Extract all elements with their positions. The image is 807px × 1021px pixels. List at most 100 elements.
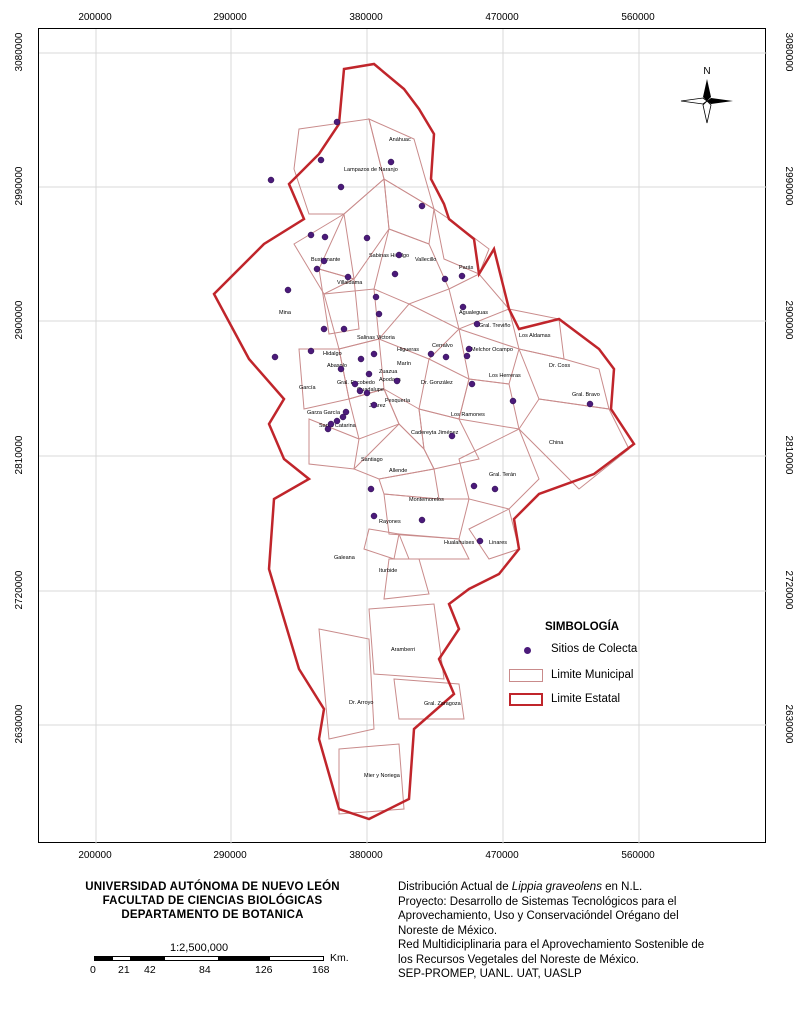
x-tick-label: 380000	[349, 12, 383, 23]
municipality-label: China	[549, 440, 564, 446]
municipality-label: Salinas Victoria	[357, 335, 396, 341]
faculty-name: FACULTAD DE CIENCIAS BIOLÓGICAS	[102, 895, 323, 907]
y-tick-label: 2900000	[14, 300, 25, 339]
collection-site-point	[313, 265, 321, 273]
collection-site-point	[387, 158, 395, 166]
collection-site-point	[370, 350, 378, 358]
collection-site-point	[509, 397, 517, 405]
municipality-label: Sabinas Hidalgo	[369, 253, 409, 259]
info-line-2: Proyecto: Desarrollo de Sistemas Tecnoló…	[398, 895, 677, 908]
state-outline-icon	[509, 693, 543, 706]
collection-site-point	[393, 377, 401, 385]
collection-site-point	[320, 325, 328, 333]
municipality-label: Villaldama	[337, 280, 363, 286]
municipality-label: Pesquería	[385, 398, 411, 404]
municipality-label: Iturbide	[379, 568, 397, 574]
x-tick-label: 470000	[485, 850, 519, 861]
municipality-label: Dr. Arroyo	[349, 700, 373, 706]
municipality-label: Agualeguas	[459, 310, 488, 316]
university-name: UNIVERSIDAD AUTÓNOMA DE NUEVO LEÓN	[85, 881, 340, 893]
scale-tick-label: 126	[255, 964, 273, 976]
x-tick-label: 470000	[485, 12, 519, 23]
collection-sites	[267, 118, 594, 545]
municipality-label: Melchor Ocampo	[471, 347, 513, 353]
municipality-label: Aramberri	[391, 647, 415, 653]
collection-site-point	[470, 482, 478, 490]
municipality-label: Marín	[397, 361, 411, 367]
legend-item-state: Limite Estatal	[505, 693, 665, 709]
legend-label-state: Limite Estatal	[551, 693, 621, 705]
scale-tick-label: 0	[90, 964, 96, 976]
municipality-label: Dr. González	[421, 380, 453, 386]
info-line-4: Noreste de México.	[398, 924, 498, 937]
info-line-6: los Recursos Vegetales del Noreste de Mé…	[398, 953, 639, 966]
y-tick-label: 3080000	[14, 32, 25, 71]
scale-tick-label: 84	[199, 964, 211, 976]
y-tick-label: 2810000	[783, 436, 794, 475]
collection-site-point	[317, 156, 325, 164]
collection-site-point	[320, 257, 328, 265]
municipality-label: Zuazua	[379, 369, 398, 375]
scale-tick-label: 42	[144, 964, 156, 976]
map-frame: Anáhuac Lampazos de Naranjo Sabinas Hidalg…	[38, 28, 767, 844]
collection-site-point	[586, 400, 594, 408]
municipality-label: Hualahuises	[444, 540, 475, 546]
x-tick-label: 290000	[213, 850, 247, 861]
municipality-label: Guadalupe	[357, 387, 384, 393]
info-line-5: Red Multidiciplinaria para el Aprovecham…	[398, 939, 705, 951]
collection-site-point	[340, 325, 348, 333]
collection-site-point	[351, 380, 359, 388]
y-tick-label: 2720000	[14, 570, 25, 609]
collection-site-point	[370, 401, 378, 409]
collection-site-point	[473, 320, 481, 328]
collection-site-point	[344, 273, 352, 281]
collection-site-point	[324, 425, 332, 433]
collection-site-point	[284, 286, 292, 294]
legend-label-sites: Sitios de Colecta	[551, 643, 638, 655]
collection-site-point	[465, 345, 473, 353]
collection-site-point	[307, 231, 315, 239]
collection-site-point	[363, 389, 371, 397]
collection-site-point	[442, 353, 450, 361]
municipality-label: Gral. Terán	[489, 472, 516, 478]
municipality-label: Hidalgo	[323, 351, 342, 357]
collection-site-point	[463, 352, 471, 360]
municipality-label: Higueras	[397, 347, 419, 353]
collection-site-point	[418, 202, 426, 210]
legend-item-sites: Sitios de Colecta	[505, 643, 665, 659]
municipality-label: Cadereyta Jiménez	[411, 430, 459, 436]
collection-site-point	[363, 234, 371, 242]
department-name: DEPARTAMENTO DE BOTANICA	[121, 909, 304, 921]
collection-site-point	[337, 183, 345, 191]
y-tick-label: 2810000	[14, 435, 25, 474]
municipality-label: Santiago	[361, 457, 383, 463]
collection-site-point	[476, 537, 484, 545]
municipality-label: Los Ramones	[451, 412, 485, 418]
x-tick-label: 200000	[78, 12, 112, 23]
x-tick-label: 290000	[213, 12, 247, 23]
x-tick-label: 560000	[621, 12, 655, 23]
municipality-label: Mina	[279, 310, 292, 316]
collection-site-point	[327, 420, 335, 428]
collection-site-point	[337, 365, 345, 373]
municipality-label: Apodaca	[379, 377, 402, 383]
municipality-label: Los Aldamas	[519, 333, 551, 339]
collection-site-point	[267, 176, 275, 184]
municipality-label: Montemorelos	[409, 497, 444, 503]
municipality-label: Gral. Zaragoza	[424, 701, 462, 707]
municipality-label: Vallecillo	[415, 257, 436, 263]
collection-site-point	[365, 370, 373, 378]
collection-site-point	[441, 275, 449, 283]
university-block: UNIVERSIDAD AUTÓNOMA DE NUEVO LEÓN FACUL…	[55, 880, 370, 922]
municipality-label: Allende	[389, 468, 407, 474]
scale-bar-graphic	[94, 956, 324, 961]
legend-item-muni: Limite Municipal	[505, 669, 665, 685]
compass-rose-icon: N	[680, 66, 733, 124]
collection-site-point	[427, 350, 435, 358]
municipality-label: Galeana	[334, 555, 356, 561]
collection-site-point	[271, 353, 279, 361]
municipality-label: Los Herreras	[489, 373, 521, 379]
y-tick-label: 2900000	[783, 301, 794, 340]
scale-tick-label: 168	[312, 964, 330, 976]
legend-label-muni: Limite Municipal	[551, 669, 634, 681]
